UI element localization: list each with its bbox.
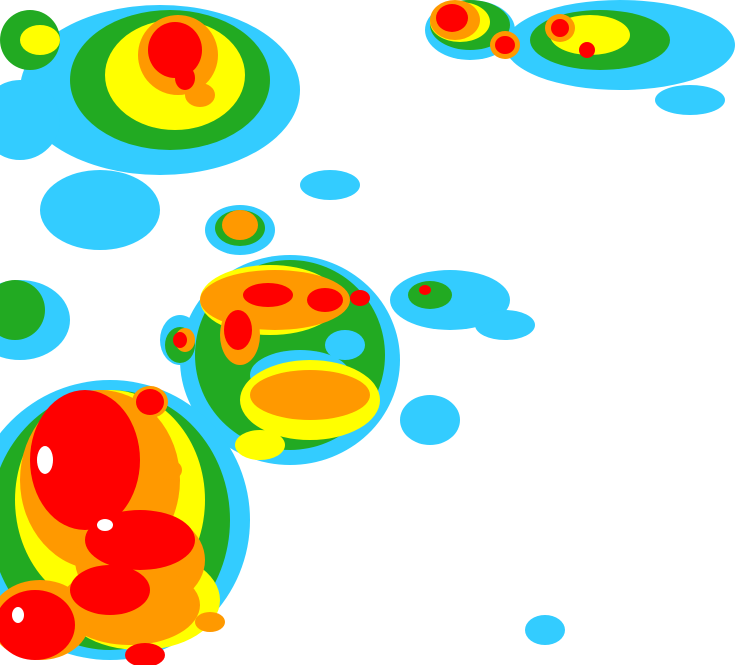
extreme-cores: [12, 446, 113, 623]
intense-echoes: [0, 4, 595, 665]
